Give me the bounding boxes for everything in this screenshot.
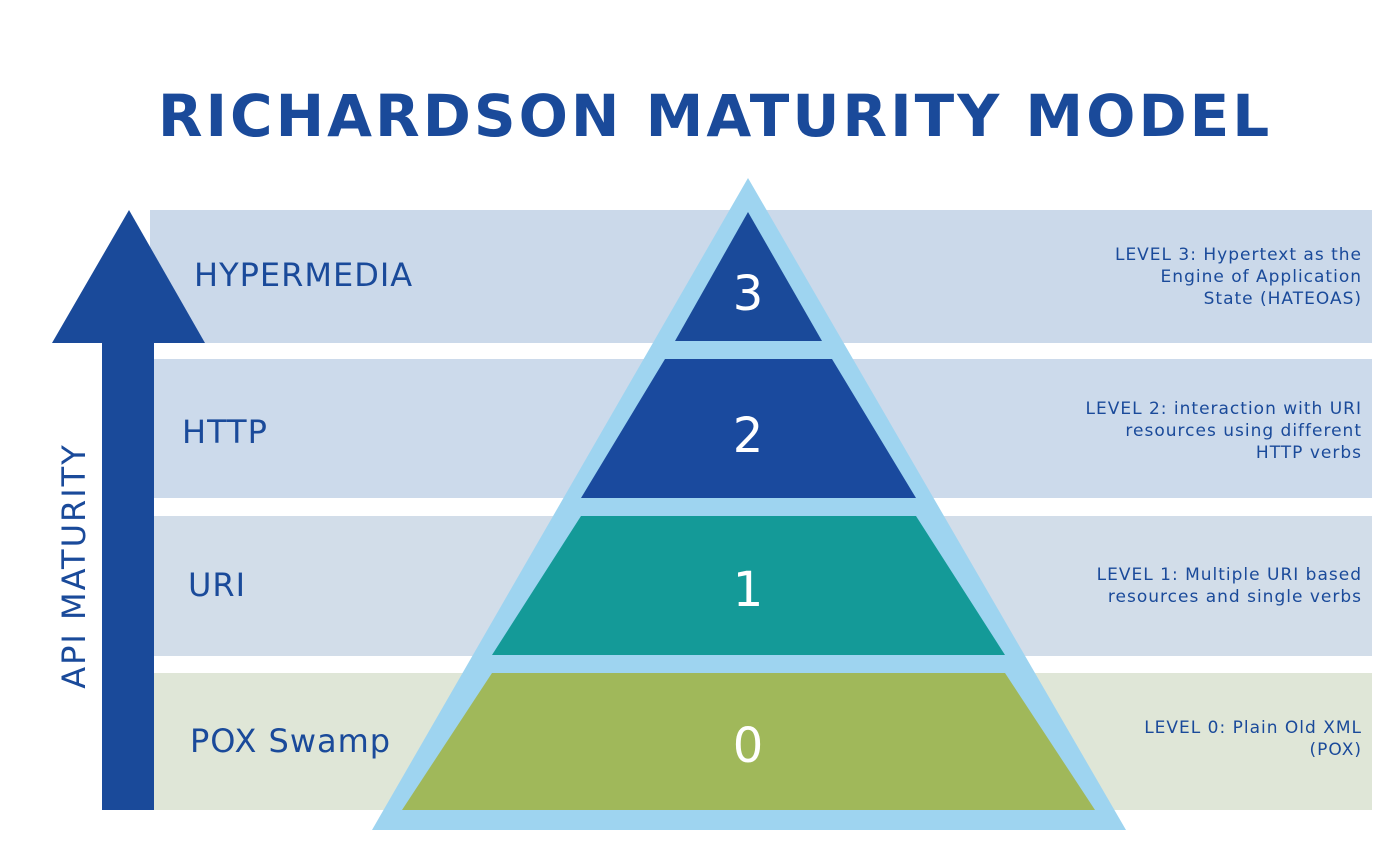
level-number-1: 1 [733,562,764,618]
pyramid-tier-2 [581,359,916,498]
diagram-title: RICHARDSON MATURITY MODEL [157,82,1273,150]
pyramid-tier-3 [675,212,822,341]
pyramid-outline [372,178,1126,830]
level-description-3: LEVEL 3: Hypertext as the Engine of Appl… [1114,245,1362,309]
level-name-0: POX Swamp [190,722,392,760]
level-description-1: LEVEL 1: Multiple URI based resources an… [1096,565,1362,607]
maturity-arrow-icon [52,210,205,810]
level-name-3: HYPERMEDIA [194,256,414,294]
arrow-shaft [102,343,154,810]
level-description-0: LEVEL 0: Plain Old XML (POX) [1144,718,1362,760]
level-name-1: URI [188,566,247,604]
level-number-2: 2 [733,408,764,464]
level-name-2: HTTP [182,413,268,451]
pyramid-tier-1 [492,516,1005,655]
pyramid-tier-0 [402,673,1095,810]
level-number-0: 0 [733,718,764,774]
level-number-3: 3 [733,266,764,322]
level-description-2: LEVEL 2: interaction with URI resources … [1085,399,1362,463]
arrow-head [52,210,205,343]
